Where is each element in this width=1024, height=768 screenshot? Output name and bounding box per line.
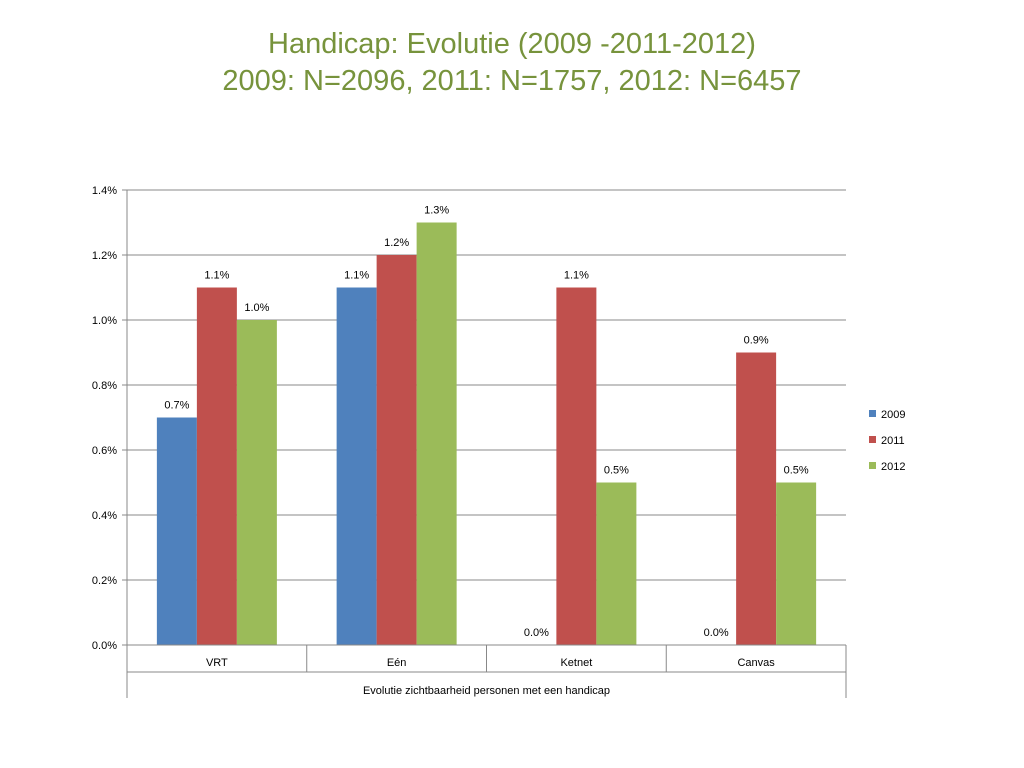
data-label: 1.1% [204, 270, 229, 282]
chart-subtitle: 2009: N=2096, 2011: N=1757, 2012: N=6457 [222, 65, 802, 97]
bar [776, 482, 817, 645]
data-label: 0.0% [524, 627, 549, 639]
bar [556, 287, 597, 645]
legend-swatch [869, 462, 876, 469]
y-tick-label: 0.4% [92, 510, 117, 522]
y-tick-label: 0.8% [92, 380, 117, 392]
data-label: 0.5% [604, 465, 629, 477]
bar [196, 287, 237, 645]
category-label: VRT [206, 657, 228, 669]
data-label: 1.1% [564, 270, 589, 282]
group-label: Evolutie zichtbaarheid personen met een … [363, 685, 610, 697]
chart-title: Handicap: Evolutie (2009 -2011-2012) [268, 28, 756, 60]
bar [156, 417, 197, 645]
bar [736, 352, 777, 645]
legend-swatch [869, 436, 876, 443]
data-label: 1.1% [344, 270, 369, 282]
bar [336, 287, 377, 645]
legend-label: 2011 [881, 435, 905, 447]
legend-label: 2009 [881, 409, 905, 421]
data-label: 0.9% [744, 335, 769, 347]
bar [596, 482, 637, 645]
y-tick-label: 1.4% [92, 185, 117, 197]
y-tick-label: 0.0% [92, 640, 117, 652]
category-label: Ketnet [560, 657, 592, 669]
category-label: Canvas [737, 657, 775, 669]
legend-swatch [869, 410, 876, 417]
y-tick-label: 1.2% [92, 250, 117, 262]
legend-label: 2012 [881, 461, 905, 473]
y-tick-label: 0.2% [92, 575, 117, 587]
data-label: 1.2% [384, 237, 409, 249]
data-label: 0.7% [164, 400, 189, 412]
data-label: 0.5% [784, 465, 809, 477]
title-block: Handicap: Evolutie (2009 -2011-2012) 200… [0, 26, 1024, 100]
y-tick-label: 0.6% [92, 445, 117, 457]
y-tick-label: 1.0% [92, 315, 117, 327]
data-label: 1.0% [244, 302, 269, 314]
data-label: 0.0% [704, 627, 729, 639]
bar [416, 222, 457, 645]
bar [236, 320, 277, 645]
bar [376, 255, 417, 645]
category-label: Eén [387, 657, 407, 669]
data-label: 1.3% [424, 205, 449, 217]
